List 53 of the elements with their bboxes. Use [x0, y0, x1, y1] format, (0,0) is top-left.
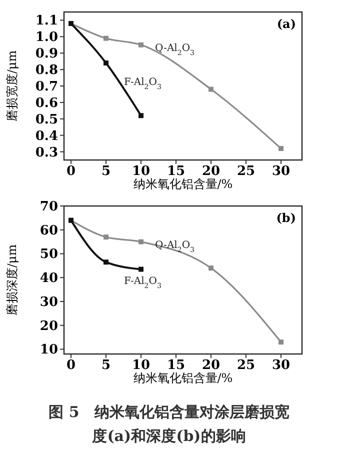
- y-tick-label: 1.0: [35, 30, 58, 46]
- x-tick-label: 0: [66, 164, 76, 179]
- y-tick-label: 70: [40, 200, 58, 214]
- point: [138, 266, 144, 272]
- x-tick-label: 10: [132, 164, 150, 179]
- x-tick-label: 20: [202, 358, 220, 373]
- annotation: (a): [276, 17, 296, 31]
- point: [278, 340, 284, 345]
- x-tick-label: 15: [166, 358, 186, 373]
- x-axis-title: 纳米氧化铝含量/%: [133, 371, 233, 385]
- series-label: F-Al$_{2}$O$_{3}$: [124, 76, 162, 91]
- y-tick-label: 0.4: [35, 128, 58, 144]
- x-tick-label: 0: [66, 358, 76, 373]
- y-tick-label: 0.8: [35, 63, 58, 78]
- y-tick-label: 0.3: [35, 145, 58, 160]
- x-tick-label: 5: [101, 358, 111, 373]
- y-tick-label: 0.5: [35, 112, 58, 128]
- point: [104, 36, 108, 41]
- x-tick-label: 30: [272, 164, 290, 179]
- y-tick-label: 60: [40, 223, 58, 238]
- y-tick-label: 0.7: [35, 80, 58, 94]
- x-tick-label: 10: [132, 358, 150, 373]
- point: [104, 260, 108, 265]
- y-tick-label: 20: [40, 318, 58, 334]
- point: [208, 86, 214, 92]
- y-tick-label: 10: [40, 342, 58, 358]
- x-tick-label: 5: [101, 164, 111, 179]
- x-tick-label: 15: [166, 164, 186, 179]
- y-axis-title: 磨损宽度/μm: [5, 50, 19, 122]
- point: [138, 239, 144, 244]
- y-tick-label: 1.1: [35, 14, 58, 29]
- series-label: Q-Al$_{2}$O$_{3}$: [155, 240, 195, 254]
- point: [104, 234, 108, 240]
- x-tick-label: 20: [202, 164, 220, 179]
- annotation: (b): [276, 211, 296, 225]
- y-tick-label: 0.6: [35, 96, 58, 111]
- x-axis-title: 纳米氧化铝含量/%: [133, 177, 233, 191]
- point: [104, 60, 108, 66]
- point: [138, 42, 144, 48]
- y-tick-label: 40: [40, 271, 58, 286]
- point: [278, 146, 284, 151]
- caption: 图 5 纳米氧化铝含量对涂层磨损宽度(a)和深度(b)的影响: [48, 402, 290, 447]
- x-tick-label: 30: [272, 358, 290, 373]
- y-tick-label: 30: [40, 294, 58, 310]
- series-label: F-Al$_{2}$O$_{3}$: [124, 276, 162, 290]
- y-tick-label: 50: [40, 247, 58, 262]
- x-tick-label: 25: [236, 164, 256, 179]
- x-tick-label: 25: [236, 358, 256, 373]
- series-label: Q-Al$_{2}$O$_{3}$: [155, 42, 195, 57]
- y-tick-label: 0.9: [35, 46, 58, 62]
- y-axis-title: 磨损深度/μm: [5, 244, 19, 316]
- point: [138, 113, 144, 118]
- point: [208, 266, 214, 271]
